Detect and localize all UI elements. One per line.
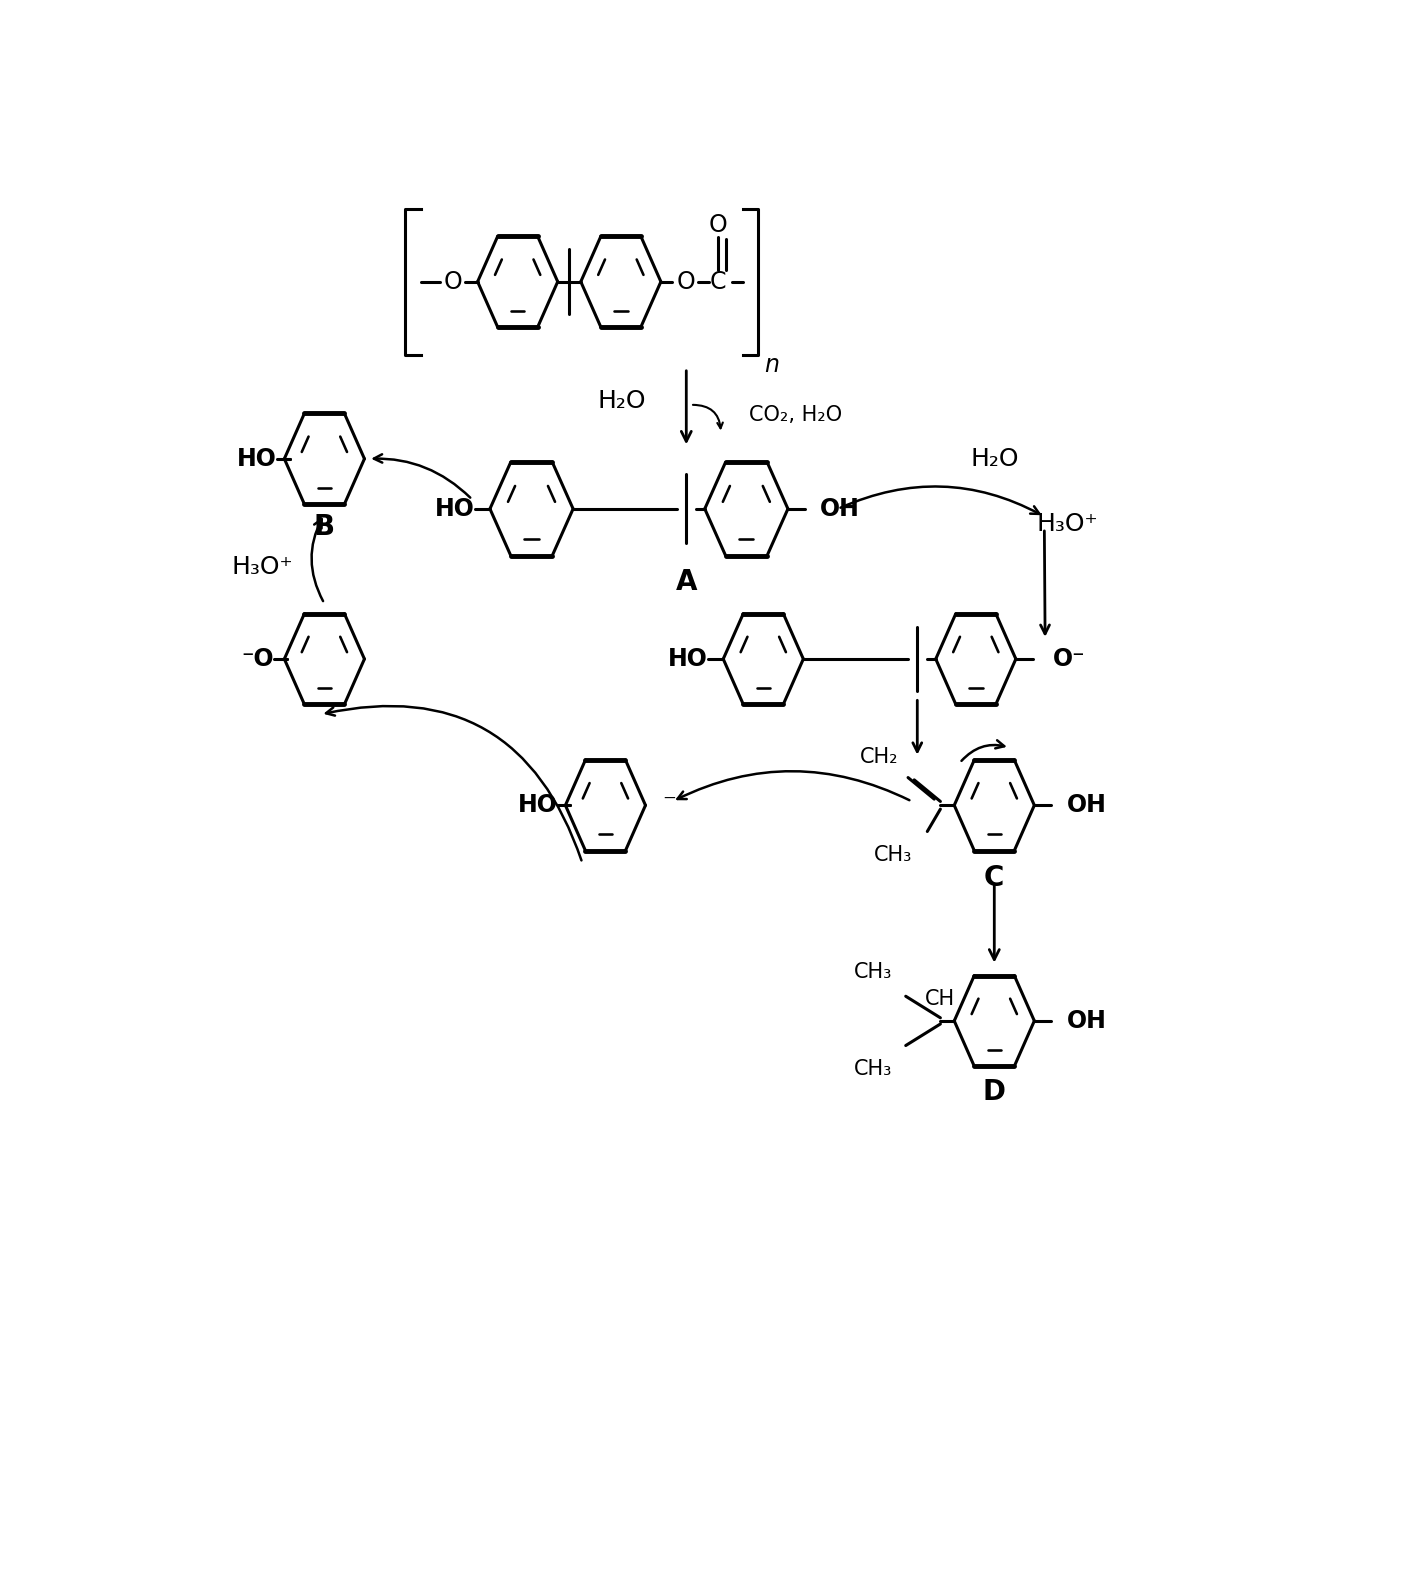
Text: H₃O⁺: H₃O⁺: [233, 555, 294, 578]
Text: OH: OH: [1066, 793, 1106, 817]
Text: n: n: [765, 353, 779, 377]
Text: ⁻: ⁻: [662, 792, 676, 818]
Text: OH: OH: [821, 496, 860, 522]
Text: CH₃: CH₃: [853, 1059, 892, 1079]
Text: C: C: [985, 864, 1005, 892]
Text: A: A: [675, 569, 696, 595]
Text: CH₃: CH₃: [853, 963, 892, 982]
Text: ⁻O: ⁻O: [241, 647, 274, 671]
Text: O⁻: O⁻: [1053, 647, 1086, 671]
Text: H₃O⁺: H₃O⁺: [1036, 512, 1099, 536]
Text: D: D: [983, 1078, 1006, 1106]
Text: CH: CH: [925, 988, 956, 1009]
Text: CO₂, H₂O: CO₂, H₂O: [749, 405, 842, 424]
Text: H₂O: H₂O: [970, 446, 1019, 471]
Text: C: C: [709, 270, 726, 294]
Text: O: O: [444, 270, 462, 294]
Text: HO: HO: [237, 446, 277, 471]
Text: H₂O: H₂O: [598, 390, 646, 413]
Text: O: O: [676, 270, 695, 294]
Text: HO: HO: [668, 647, 708, 671]
Text: OH: OH: [1066, 1009, 1106, 1032]
Text: O: O: [708, 214, 728, 237]
Text: CH₃: CH₃: [873, 845, 912, 866]
Text: CH₂: CH₂: [860, 746, 899, 767]
Text: HO: HO: [435, 496, 475, 522]
Text: HO: HO: [518, 793, 558, 817]
Text: B: B: [314, 512, 335, 540]
